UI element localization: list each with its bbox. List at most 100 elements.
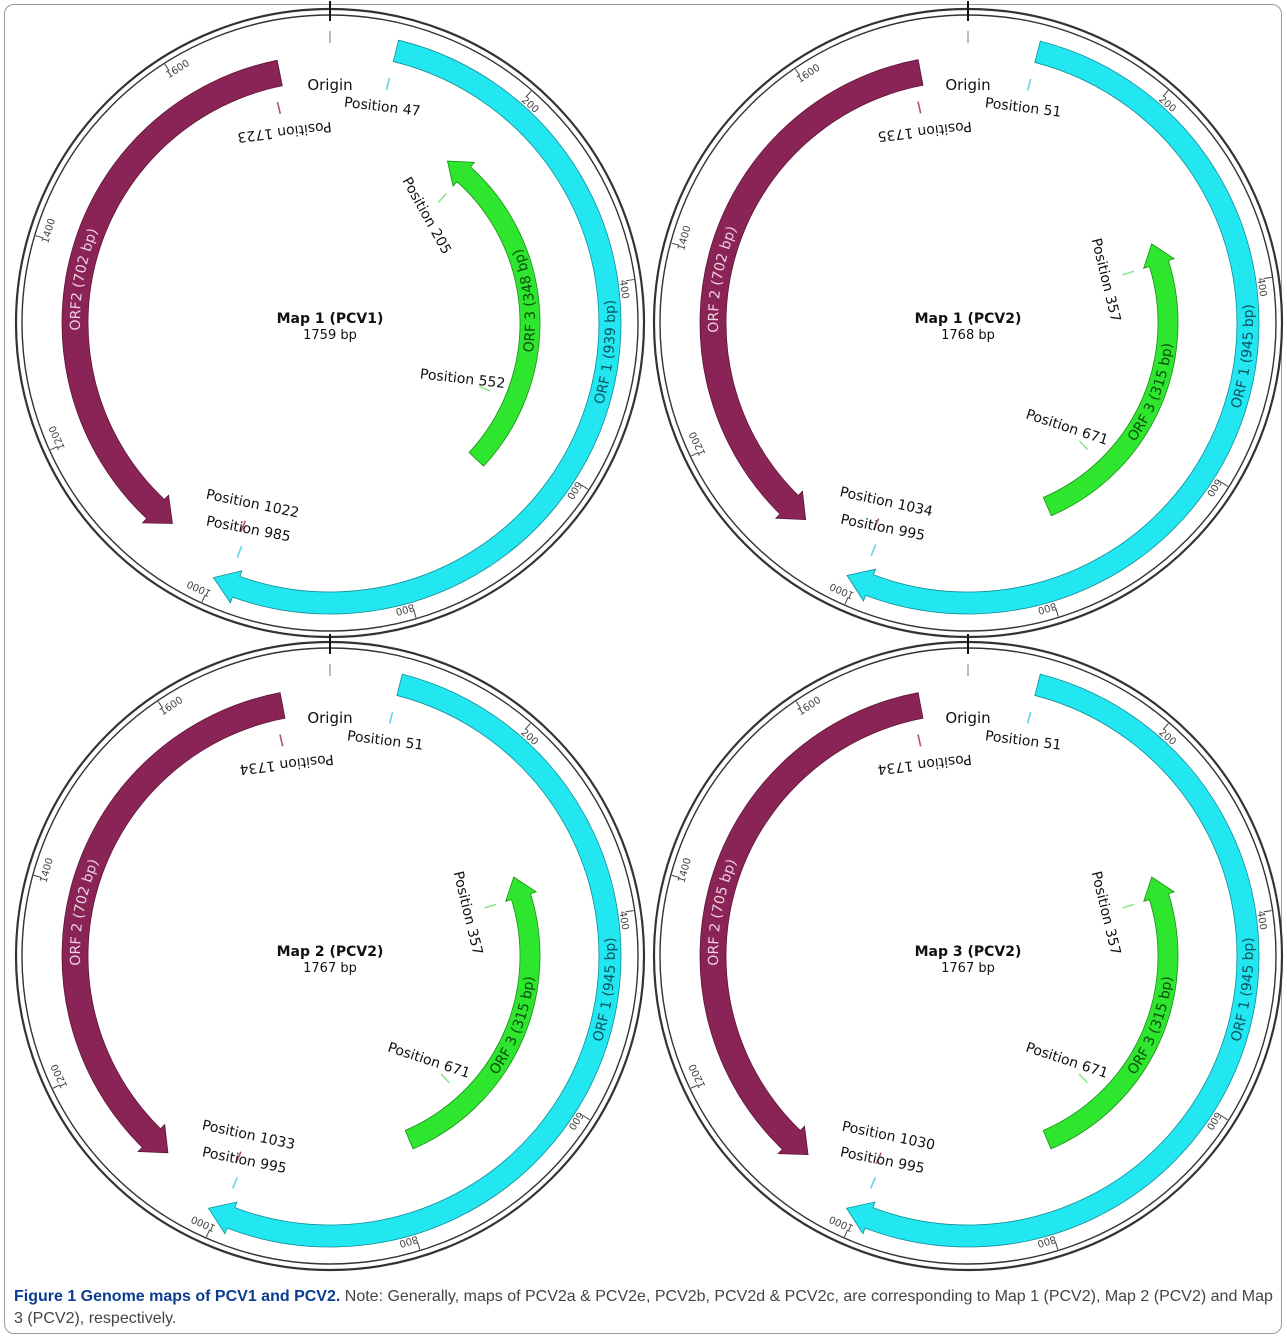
scale-tick-label: 1400	[40, 217, 58, 245]
position-marker	[875, 1152, 882, 1164]
genome-size: 1767 bp	[941, 961, 995, 976]
scale-tick	[581, 484, 589, 490]
scale-tick-label: 1400	[676, 225, 693, 252]
position-marker	[279, 734, 284, 747]
scale-tick	[35, 235, 44, 239]
scale-tick	[164, 63, 170, 72]
orf2-arrow	[699, 59, 924, 521]
scale-tick-label: 1400	[677, 857, 694, 884]
scale-tick-label: 1200	[49, 1062, 70, 1090]
caption-note: Note: Generally, maps of PCV2a & PCV2e, …	[14, 1288, 1273, 1327]
position-marker	[869, 1177, 877, 1189]
position-marker	[1078, 1073, 1088, 1084]
position-label: Position 552	[419, 366, 506, 392]
orf1-label: ORF 1 (945 bp)	[1228, 937, 1257, 1044]
scale-tick	[843, 1229, 849, 1238]
position-marker	[917, 734, 922, 747]
position-marker	[478, 385, 491, 392]
position-label: Position 205	[398, 175, 454, 258]
scale-tick-label: 1200	[47, 424, 68, 452]
orf3-label: ORF 3 (315 bp)	[1125, 342, 1176, 444]
orf3-arrow	[404, 876, 541, 1150]
scale-tick	[691, 452, 699, 457]
scale-tick	[795, 701, 802, 709]
position-marker	[437, 193, 447, 204]
scale-tick-label: 400	[617, 279, 631, 299]
scale-tick	[33, 874, 42, 878]
position-label: Position 357	[1088, 237, 1124, 324]
orf3-label: ORF 3 (348 bp)	[510, 247, 539, 354]
position-marker	[484, 903, 497, 909]
scale-tick	[690, 1084, 699, 1089]
position-marker	[239, 520, 247, 533]
position-label: Position 51	[984, 728, 1062, 753]
position-label: Position 985	[205, 514, 292, 546]
position-marker	[235, 1151, 242, 1163]
orf1-label: ORF 1 (945 bp)	[1228, 304, 1257, 411]
scale-tick	[625, 279, 634, 282]
position-marker	[870, 544, 877, 556]
scale-tick	[413, 609, 417, 618]
scale-tick	[625, 910, 634, 913]
orf2-arrow	[61, 59, 283, 524]
position-label: Position 995	[839, 512, 926, 544]
origin-label: Origin	[945, 76, 990, 94]
scale-tick	[1162, 723, 1169, 730]
position-marker	[917, 101, 922, 114]
scale-tick	[1055, 608, 1059, 617]
scale-tick	[1162, 90, 1169, 97]
position-marker	[440, 1073, 450, 1084]
scale-tick	[525, 90, 532, 98]
orf1-arrow	[845, 673, 1260, 1248]
scale-tick	[201, 594, 206, 603]
scale-tick	[50, 446, 58, 451]
scale-tick	[671, 242, 680, 246]
position-marker	[385, 77, 391, 90]
scale-tick	[1220, 1115, 1228, 1121]
orf3-label: ORF 3 (315 bp)	[487, 975, 538, 1077]
scale-tick-label: 400	[1254, 277, 1268, 298]
orf3-arrow	[1042, 243, 1179, 517]
caption-title: Figure 1 Genome maps of PCV1 and PCV2.	[14, 1288, 341, 1305]
orf3-arrow	[1042, 876, 1179, 1150]
orf3-label: ORF 3 (315 bp)	[1125, 975, 1176, 1077]
position-label: Position 995	[201, 1144, 288, 1177]
orf2-arrow	[61, 692, 286, 1154]
genome-size: 1768 bp	[941, 328, 995, 343]
scale-tick	[1263, 276, 1272, 280]
position-label: Position 357	[450, 870, 486, 957]
map-title: Map 1 (PCV2)	[915, 311, 1022, 327]
position-marker	[231, 1177, 239, 1189]
orf1-arrow	[207, 673, 622, 1248]
scale-tick	[1055, 1241, 1059, 1250]
position-label: Position 51	[346, 728, 424, 753]
scale-tick	[582, 1115, 590, 1121]
map-title: Map 2 (PCV2)	[277, 944, 384, 960]
orf1-label: ORF 1 (939 bp)	[591, 299, 619, 406]
genome-size: 1759 bp	[303, 328, 357, 343]
scale-tick-label: 1200	[687, 1062, 708, 1090]
origin-label: Origin	[307, 76, 352, 94]
position-label: Position 1723	[237, 118, 333, 145]
scale-tick	[157, 701, 164, 709]
position-marker	[1026, 78, 1032, 91]
figure-caption: Figure 1 Genome maps of PCV1 and PCV2. N…	[14, 1286, 1276, 1330]
position-marker	[1122, 903, 1135, 909]
position-marker	[388, 711, 394, 724]
position-label: Position 1734	[239, 751, 335, 777]
map-title: Map 1 (PCV1)	[277, 311, 384, 327]
position-marker	[1122, 270, 1135, 276]
scale-tick-label: 1400	[39, 857, 56, 884]
position-label: Position 671	[386, 1040, 472, 1082]
position-label: Position 671	[1024, 1040, 1110, 1082]
origin-label: Origin	[945, 709, 990, 727]
orf2-arrow	[699, 692, 924, 1156]
scale-tick	[205, 1229, 211, 1238]
position-marker	[872, 518, 880, 530]
genome-size: 1767 bp	[303, 961, 357, 976]
map-title: Map 3 (PCV2)	[915, 944, 1022, 960]
position-marker	[1026, 711, 1032, 724]
